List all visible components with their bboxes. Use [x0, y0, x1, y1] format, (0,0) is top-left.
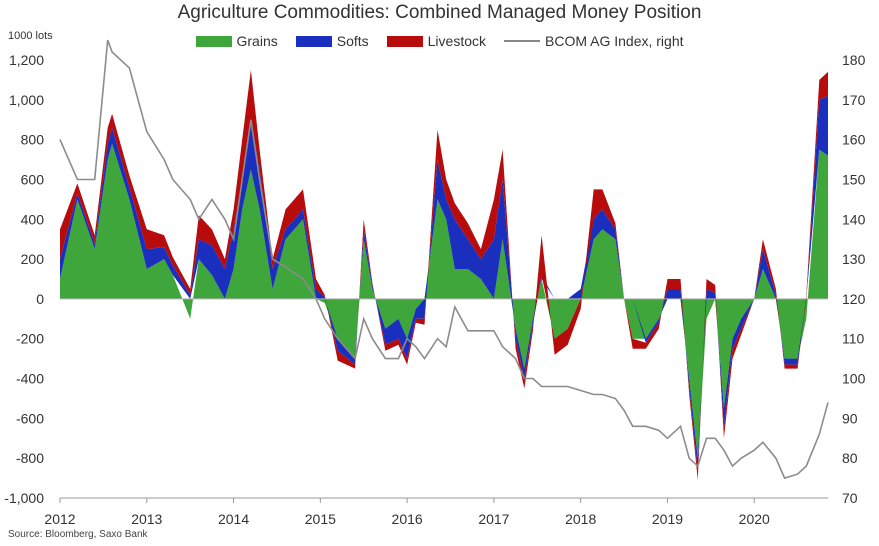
y-right-tick-label: 120: [842, 291, 866, 307]
chart-legend: Grains Softs Livestock BCOM AG Index, ri…: [0, 33, 879, 49]
y-axis-unit-label: 1000 lots: [8, 30, 53, 42]
area-grains: [60, 143, 828, 459]
x-tick-label: 2013: [131, 511, 162, 527]
y-left-tick-label: 200: [21, 251, 45, 267]
y-left-tick-label: -400: [16, 371, 44, 387]
y-left-tick-label: 800: [21, 132, 45, 148]
x-tick-label: 2016: [392, 511, 423, 527]
axes-layer: -1,000 -800 -600 -400 -200 0 200 400 600 800 1,000…: [4, 52, 865, 527]
y-left-tick-label: -200: [16, 331, 44, 347]
y-right-tick-label: 170: [842, 92, 866, 108]
legend-swatch-softs: [295, 35, 332, 47]
y-right-tick-label: 90: [842, 410, 858, 426]
x-tick-label: 2015: [305, 511, 336, 527]
x-tick-label: 2020: [739, 511, 770, 527]
legend-item-grains: Grains: [195, 33, 278, 49]
y-right-tick-label: 140: [842, 211, 866, 227]
y-right-tick-label: 180: [842, 52, 866, 68]
x-tick-label: 2018: [565, 511, 596, 527]
y-left-tick-label: 1,000: [9, 92, 44, 108]
y-left-tick-label: 1,200: [9, 52, 44, 68]
y-left-tick-label: -600: [16, 410, 44, 426]
y-right-tick-label: 160: [842, 132, 866, 148]
legend-label-livestock: Livestock: [427, 33, 486, 49]
y-right-tick-label: 100: [842, 371, 866, 387]
y-right-tick-label: 80: [842, 450, 858, 466]
y-left-tick-label: 600: [21, 171, 45, 187]
y-left-tick-label: 0: [36, 291, 44, 307]
index-line-layer: [59, 39, 829, 480]
source-note: Source: Bloomberg, Saxo Bank: [8, 529, 148, 540]
y-right-tick-label: 150: [842, 171, 866, 187]
legend-swatch-index: [504, 40, 540, 42]
legend-label-grains: Grains: [236, 33, 278, 49]
legend-label-softs: Softs: [336, 33, 369, 49]
x-tick-label: 2019: [652, 511, 683, 527]
legend-label-index: BCOM AG Index, right: [545, 33, 684, 49]
legend-swatch-livestock: [386, 35, 423, 47]
legend-item-softs: Softs: [295, 33, 369, 49]
legend-item-livestock: Livestock: [386, 33, 486, 49]
y-right-tick-label: 110: [842, 331, 865, 347]
legend-swatch-grains: [195, 35, 232, 47]
y-left-tick-label: -1,000: [4, 490, 44, 506]
y-right-tick-label: 130: [842, 251, 866, 267]
legend-item-index: BCOM AG Index, right: [504, 33, 684, 49]
y-right-tick-label: 70: [842, 490, 858, 506]
y-left-tick-label: 400: [21, 211, 45, 227]
x-tick-label: 2014: [218, 511, 249, 527]
x-tick-label: 2017: [478, 511, 509, 527]
chart-title: Agriculture Commodities: Combined Manage…: [177, 2, 702, 23]
y-left-tick-label: -800: [16, 450, 44, 466]
area-layer: [60, 70, 828, 481]
line-bcom-ag-index: [59, 39, 829, 480]
x-tick-label: 2012: [44, 511, 75, 527]
